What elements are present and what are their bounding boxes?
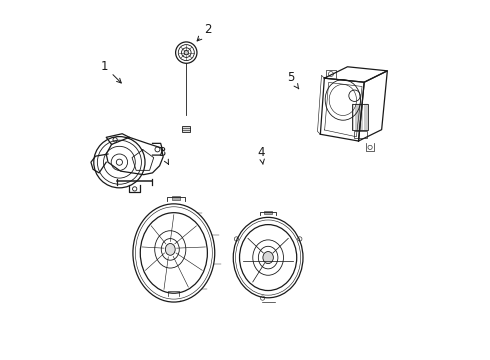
Text: 2: 2 [197,23,211,41]
Text: 4: 4 [257,146,265,165]
Ellipse shape [263,252,273,264]
Text: 3: 3 [158,146,169,164]
Text: 5: 5 [287,71,299,89]
Text: 1: 1 [101,60,122,83]
Ellipse shape [165,243,175,255]
Bar [172,196,180,199]
Bar [182,126,190,132]
Bar [352,104,368,130]
Bar [354,131,367,138]
Circle shape [184,50,189,55]
Bar [264,211,272,214]
